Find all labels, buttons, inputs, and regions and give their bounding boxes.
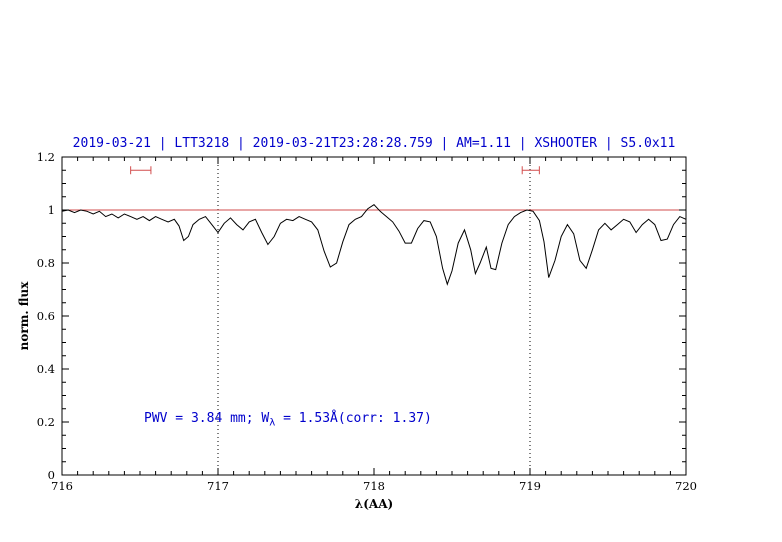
x-tick-label: 719: [519, 479, 541, 493]
y-tick-label: 0.4: [37, 362, 55, 376]
pwv-annotation-post: = 1.53Å(corr: 1.37): [275, 411, 432, 426]
x-axis-label: λ(AA): [354, 497, 394, 511]
y-tick-label: 1: [48, 203, 55, 217]
y-axis-label: norm. flux: [17, 281, 31, 351]
pwv-annotation-sub: λ: [269, 417, 276, 429]
pwv-annotation-pre: PWV = 3.84 mm; W: [144, 411, 270, 426]
y-tick-label: 0.6: [37, 309, 55, 323]
y-tick-label: 0.8: [37, 256, 55, 270]
x-tick-label: 716: [51, 479, 73, 493]
plot-title: 2019-03-21 | LTT3218 | 2019-03-21T23:28:…: [72, 136, 676, 151]
y-tick-label: 1.2: [37, 150, 55, 164]
spectrum-line: [61, 204, 687, 286]
x-tick-label: 718: [363, 479, 385, 493]
x-tick-label: 717: [207, 479, 229, 493]
y-tick-label: 0: [48, 468, 55, 482]
pwv-annotation: PWV = 3.84 mm; Wλ = 1.53Å(corr: 1.37): [144, 411, 432, 429]
x-tick-label: 720: [675, 479, 697, 493]
y-tick-label: 0.2: [37, 415, 55, 429]
